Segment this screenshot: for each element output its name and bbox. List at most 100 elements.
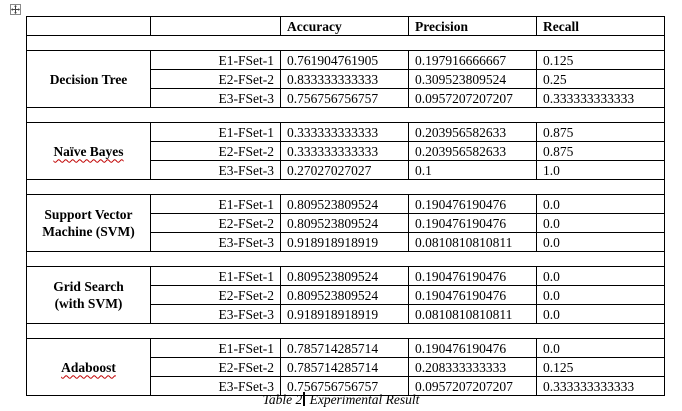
accuracy-cell: 0.809523809524 (280, 194, 409, 214)
fset-cell: E2-FSet-2 (150, 69, 281, 89)
recall-cell: 0.0 (536, 266, 665, 286)
recall-cell: 0.0 (536, 304, 665, 324)
spacer-row (26, 35, 665, 51)
method-cell: Support Vector Machine (SVM) (26, 194, 151, 252)
precision-cell: 0.197916666667 (408, 50, 537, 70)
fset-cell: E1-FSet-1 (150, 338, 281, 358)
recall-cell: 0.333333333333 (536, 88, 665, 108)
caption-title: Experimental Result (306, 392, 420, 407)
results-table: Accuracy Precision Recall Decision Tree E… (26, 16, 665, 396)
precision-cell: 0.0810810810811 (408, 232, 537, 252)
fset-cell: E1-FSet-1 (150, 50, 281, 70)
table-move-handle-icon[interactable] (10, 4, 21, 15)
header-cell-recall: Recall (536, 16, 665, 36)
accuracy-cell: 0.918918918919 (280, 304, 409, 324)
header-cell-fset (150, 16, 281, 36)
precision-cell: 0.203956582633 (408, 141, 537, 161)
table-row: E2-FSet-2 0.809523809524 0.190476190476 0.0 (27, 285, 665, 305)
table-row: Grid Search (with SVM) E1-FSet-1 0.80952380… (26, 266, 665, 324)
header-cell-precision: Precision (408, 16, 537, 36)
table-row: E3-FSet-3 0.756756756757 0.0957207207207 0.… (27, 376, 665, 396)
method-cell: Decision Tree (26, 50, 151, 108)
accuracy-cell: 0.333333333333 (280, 122, 409, 142)
fset-cell: E2-FSet-2 (150, 213, 281, 233)
accuracy-cell: 0.756756756757 (280, 376, 409, 396)
recall-cell: 0.875 (536, 141, 665, 161)
accuracy-cell: 0.333333333333 (280, 141, 409, 161)
fset-cell: E3-FSet-3 (150, 376, 281, 396)
precision-cell: 0.0810810810811 (408, 304, 537, 324)
precision-cell: 0.190476190476 (408, 266, 537, 286)
fset-cell: E3-FSet-3 (150, 304, 281, 324)
table-row: E2-FSet-2 0.809523809524 0.190476190476 0.0 (27, 213, 665, 233)
method-name-line: Adaboost (61, 359, 116, 375)
fset-cell: E3-FSet-3 (150, 232, 281, 252)
fset-cell: E2-FSet-2 (150, 141, 281, 161)
table-row: Adaboost E1-FSet-1 0.785714285714 0.1904761… (26, 338, 665, 396)
recall-cell: 0.0 (536, 194, 665, 214)
spacer-row (26, 323, 665, 339)
method-name-line: Grid Search (53, 279, 124, 294)
spacer-cell (26, 323, 665, 339)
spacer-row (26, 251, 665, 267)
spacer-row (26, 179, 665, 195)
recall-cell: 0.25 (536, 69, 665, 89)
precision-cell: 0.1 (408, 160, 537, 180)
precision-cell: 0.190476190476 (408, 338, 537, 358)
recall-cell: 0.0 (536, 213, 665, 233)
method-name-line: Machine (SVM) (42, 224, 135, 239)
method-name-line: Support Vector (44, 207, 133, 222)
caption-prefix: Table 2 (262, 392, 303, 407)
accuracy-cell: 0.785714285714 (280, 357, 409, 377)
recall-cell: 0.125 (536, 357, 665, 377)
accuracy-cell: 0.809523809524 (280, 213, 409, 233)
recall-cell: 0.0 (536, 338, 665, 358)
accuracy-cell: 0.833333333333 (280, 69, 409, 89)
precision-cell: 0.208333333333 (408, 357, 537, 377)
fset-cell: E3-FSet-3 (150, 88, 281, 108)
table-row: Decision Tree E1-FSet-1 0.761904761905 0.19… (26, 50, 665, 108)
table-row: E3-FSet-3 0.918918918919 0.0810810810811 0.… (27, 232, 665, 252)
fset-cell: E2-FSet-2 (150, 357, 281, 377)
table-row: Naïve Bayes E1-FSet-1 0.333333333333 0.2039… (26, 122, 665, 180)
accuracy-cell: 0.27027027027 (280, 160, 409, 180)
fset-cell: E2-FSet-2 (150, 285, 281, 305)
table-row: E2-FSet-2 0.333333333333 0.203956582633 0.8… (27, 141, 665, 161)
text-cursor (303, 392, 306, 406)
spacer-cell (26, 35, 665, 51)
accuracy-cell: 0.809523809524 (280, 266, 409, 286)
spacer-cell (26, 251, 665, 267)
method-name-line: Decision Tree (49, 71, 128, 87)
method-cell: Adaboost (26, 338, 151, 396)
accuracy-cell: 0.761904761905 (280, 50, 409, 70)
recall-cell: 0.125 (536, 50, 665, 70)
accuracy-cell: 0.918918918919 (280, 232, 409, 252)
precision-cell: 0.309523809524 (408, 69, 537, 89)
fset-cell: E1-FSet-1 (150, 122, 281, 142)
recall-cell: 0.875 (536, 122, 665, 142)
precision-cell: 0.190476190476 (408, 285, 537, 305)
fset-cell: E1-FSet-1 (150, 266, 281, 286)
precision-cell: 0.203956582633 (408, 122, 537, 142)
recall-cell: 0.0 (536, 285, 665, 305)
recall-cell: 0.0 (536, 232, 665, 252)
header-cell-accuracy: Accuracy (280, 16, 409, 36)
spacer-cell (26, 179, 665, 195)
accuracy-cell: 0.756756756757 (280, 88, 409, 108)
spacer-row (26, 107, 665, 123)
fset-cell: E3-FSet-3 (150, 160, 281, 180)
fset-cell: E1-FSet-1 (150, 194, 281, 214)
recall-cell: 0.333333333333 (536, 376, 665, 396)
table-row: E2-FSet-2 0.785714285714 0.208333333333 0.1… (27, 357, 665, 377)
table-body: Decision Tree E1-FSet-1 0.761904761905 0.19… (26, 35, 665, 396)
precision-cell: 0.190476190476 (408, 194, 537, 214)
table-row: Support Vector Machine (SVM) E1-FSet-1 0.80… (26, 194, 665, 252)
method-name-line: (with SVM) (54, 296, 123, 311)
spacer-cell (26, 107, 665, 123)
method-cell: Grid Search (with SVM) (26, 266, 151, 324)
header-cell-method (26, 16, 151, 36)
table-caption: Table 2 Experimental Result (0, 392, 682, 408)
table-row: E3-FSet-3 0.27027027027 0.1 1.0 (27, 160, 665, 180)
accuracy-cell: 0.785714285714 (280, 338, 409, 358)
method-cell: Naïve Bayes (26, 122, 151, 180)
